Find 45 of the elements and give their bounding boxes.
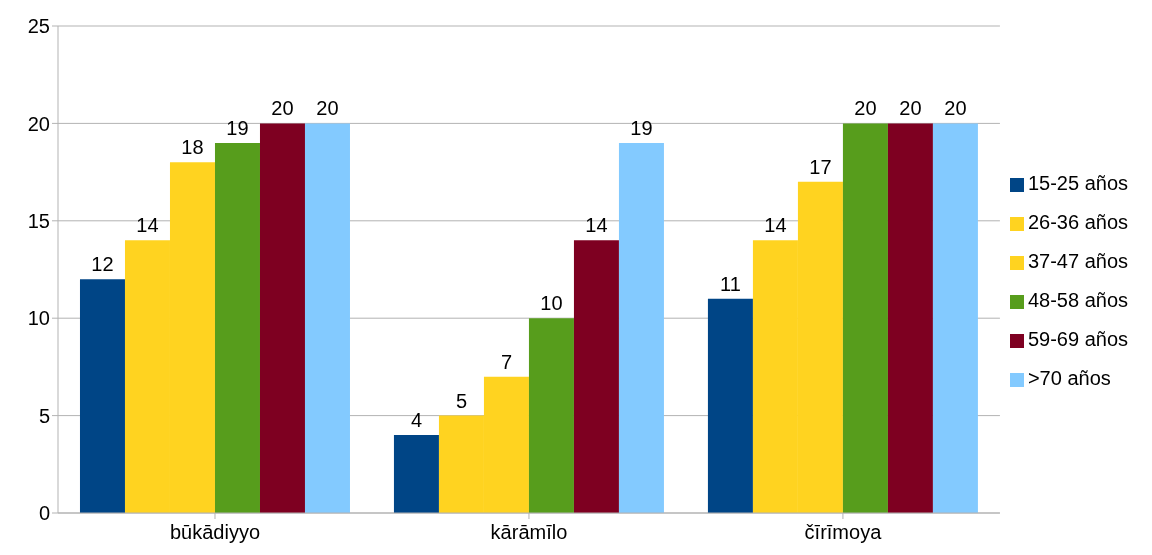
data-label: 19 <box>226 116 249 139</box>
bar <box>842 123 888 513</box>
bar <box>259 123 305 513</box>
bar <box>304 123 350 513</box>
legend-label: >70 años <box>1027 366 1111 389</box>
data-label: 14 <box>764 214 787 237</box>
data-label: 11 <box>720 272 741 295</box>
legend-label: 37-47 años <box>1027 249 1128 272</box>
data-label: 12 <box>91 253 114 276</box>
y-tick-label: 20 <box>27 112 50 135</box>
y-tick-label: 15 <box>27 209 50 232</box>
y-tick-label: 0 <box>38 502 50 525</box>
bar <box>528 318 574 513</box>
bar <box>887 123 933 513</box>
data-label: 19 <box>630 116 653 139</box>
data-label: 20 <box>271 97 294 120</box>
bar <box>573 240 619 513</box>
data-label: 17 <box>809 155 832 178</box>
bar <box>393 435 439 513</box>
bar <box>707 298 753 513</box>
data-label: 20 <box>854 97 877 120</box>
data-label: 7 <box>500 350 513 373</box>
legend-label: 15-25 años <box>1027 171 1128 194</box>
bar <box>214 142 260 513</box>
bar <box>618 142 664 513</box>
x-tick-label: čīrīmoya <box>804 521 883 544</box>
data-label: 10 <box>540 292 563 315</box>
data-label: 20 <box>316 97 339 120</box>
x-tick-label: būkādiyyo <box>169 521 261 544</box>
data-label: 5 <box>455 389 468 412</box>
legend-label: 48-58 años <box>1027 288 1128 311</box>
data-label: 4 <box>410 409 423 432</box>
legend-label: 26-36 años <box>1027 210 1128 233</box>
y-tick-label: 10 <box>27 307 50 330</box>
y-tick-label: 5 <box>38 404 50 427</box>
data-label: 20 <box>944 97 967 120</box>
data-label: 20 <box>899 97 922 120</box>
data-label: 14 <box>136 214 159 237</box>
bar <box>79 279 125 513</box>
x-tick-label: kārāmīlo <box>490 521 568 544</box>
bar <box>932 123 978 513</box>
data-label: 18 <box>181 136 204 159</box>
legend-label: 59-69 años <box>1027 327 1128 350</box>
data-label: 14 <box>585 214 608 237</box>
y-tick-label: 25 <box>27 15 50 38</box>
